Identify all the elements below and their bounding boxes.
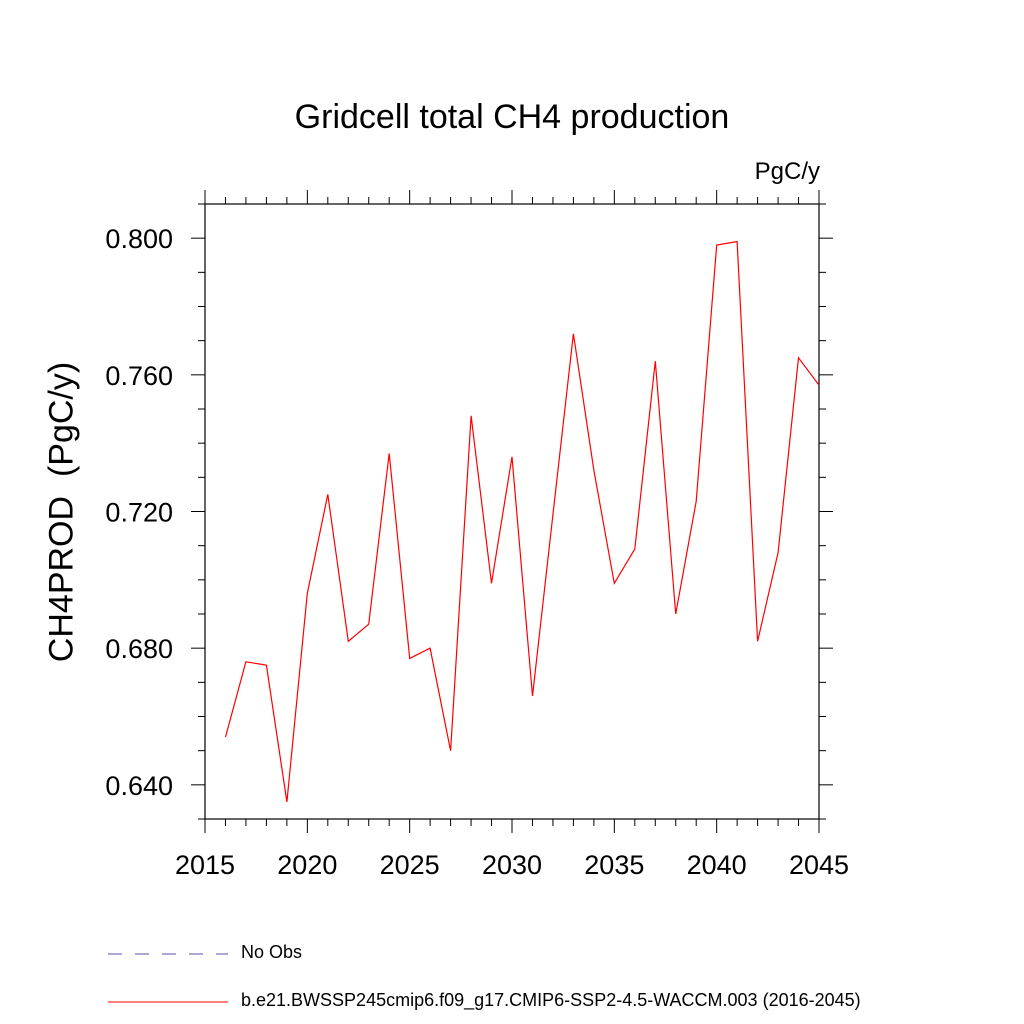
y-tick-label: 0.800: [105, 224, 173, 254]
y-tick-label: 0.760: [105, 361, 173, 391]
y-tick-label: 0.640: [105, 771, 173, 801]
units-label: PgC/y: [754, 158, 820, 185]
x-tick-label: 2025: [380, 850, 440, 880]
x-tick-label: 2040: [687, 850, 747, 880]
chart-title: Gridcell total CH4 production: [294, 98, 730, 136]
y-tick-label: 0.720: [105, 498, 173, 528]
x-tick-label: 2045: [789, 850, 849, 880]
legend-label-no-obs: No Obs: [241, 942, 303, 962]
x-tick-label: 2030: [482, 850, 542, 880]
x-tick-label: 2020: [277, 850, 337, 880]
legend-label-model-run: b.e21.BWSSP245cmip6.f09_g17.CMIP6-SSP2-4…: [241, 990, 861, 1010]
series-line: [224, 240, 820, 802]
plot-frame: [204, 203, 820, 820]
x-tick-label: 2035: [584, 850, 644, 880]
y-tick-label: 0.680: [105, 634, 173, 664]
x-tick-label: 2015: [175, 850, 235, 880]
